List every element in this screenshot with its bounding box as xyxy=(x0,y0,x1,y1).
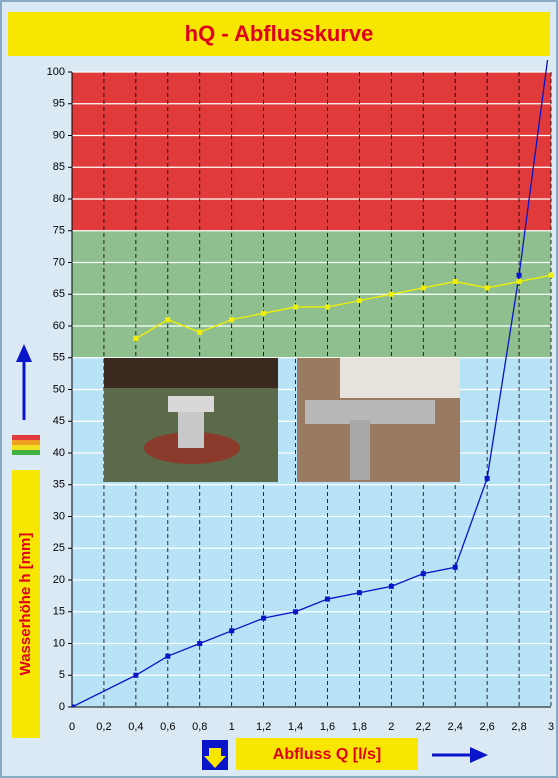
y-tick-label: 40 xyxy=(53,447,65,459)
x-tick-label: 2,4 xyxy=(448,721,463,733)
y-tick-label: 75 xyxy=(53,225,65,237)
y-tick-label: 70 xyxy=(53,256,65,268)
x-axis-label: Abfluss Q [l/s] xyxy=(273,746,381,763)
point xyxy=(356,590,362,596)
y-tick-label: 50 xyxy=(53,383,65,395)
x-tick-label: 2,8 xyxy=(511,721,526,733)
point xyxy=(165,317,171,323)
photo-right xyxy=(297,358,460,482)
y-tick-label: 60 xyxy=(53,320,65,332)
point xyxy=(484,475,490,481)
x-tick-label: 2,6 xyxy=(479,721,494,733)
down-arrow xyxy=(204,748,226,768)
point xyxy=(72,704,75,707)
point xyxy=(484,285,490,291)
point xyxy=(356,298,362,304)
x-tick-label: 0 xyxy=(69,721,75,733)
x-tick-label: 1,8 xyxy=(352,721,367,733)
series-group xyxy=(72,60,554,707)
y-tick-label: 15 xyxy=(53,606,65,618)
color-stripes xyxy=(12,435,40,455)
point xyxy=(548,272,554,278)
x-tick-label: 2,2 xyxy=(416,721,431,733)
y-tick-label: 0 xyxy=(59,701,65,713)
x-tick-label: 1 xyxy=(229,721,235,733)
point xyxy=(388,583,394,589)
x-tick-label: 3 xyxy=(548,721,554,733)
y-tick-label: 5 xyxy=(59,669,65,681)
y-tick-label: 25 xyxy=(53,542,65,554)
y-tick-label: 20 xyxy=(53,574,65,586)
point xyxy=(516,272,522,278)
x-tick-label: 2 xyxy=(388,721,394,733)
point xyxy=(197,329,203,335)
y-tick-label: 80 xyxy=(53,193,65,205)
chart-title: hQ - Abflusskurve xyxy=(185,21,374,46)
x-tick-label: 0,8 xyxy=(192,721,207,733)
x-tick-label: 1,4 xyxy=(288,721,303,733)
y-tick-label: 35 xyxy=(53,479,65,491)
y-axis-label: Wasserhöhe h [mm] xyxy=(17,533,34,676)
point xyxy=(324,304,330,310)
title-box xyxy=(8,12,550,56)
photo-left xyxy=(104,358,278,482)
x-tick-label: 1,2 xyxy=(256,721,271,733)
up-arrow xyxy=(16,344,32,420)
point xyxy=(229,628,235,634)
point xyxy=(324,596,330,602)
point xyxy=(293,609,299,615)
y-tick-label: 45 xyxy=(53,415,65,427)
y-tick-label: 90 xyxy=(53,129,65,141)
right-arrow xyxy=(432,747,488,763)
point xyxy=(133,336,139,342)
point xyxy=(229,317,235,323)
x-tick-label: 0,6 xyxy=(160,721,175,733)
y-tick-label: 100 xyxy=(47,66,65,78)
y-tick-label: 65 xyxy=(53,288,65,300)
x-tick-label: 0,2 xyxy=(96,721,111,733)
point xyxy=(293,304,299,310)
series-line xyxy=(135,274,552,340)
point xyxy=(133,672,139,678)
point xyxy=(261,615,267,621)
point xyxy=(420,285,426,291)
x-tick-label: 0,4 xyxy=(128,721,143,733)
x-tick-label: 1,6 xyxy=(320,721,335,733)
y-tick-label: 95 xyxy=(53,98,65,110)
y-tick-label: 10 xyxy=(53,637,65,649)
y-tick-label: 30 xyxy=(53,510,65,522)
x-label-box xyxy=(236,738,418,770)
point xyxy=(165,653,171,659)
point xyxy=(452,564,458,570)
zone xyxy=(72,72,551,231)
y-tick-label: 55 xyxy=(53,352,65,364)
point xyxy=(452,279,458,285)
y-tick-label: 85 xyxy=(53,161,65,173)
y-label-box xyxy=(12,470,40,738)
point xyxy=(197,641,203,646)
point xyxy=(261,310,267,316)
point xyxy=(516,279,522,285)
point xyxy=(388,291,394,297)
point xyxy=(420,571,426,577)
